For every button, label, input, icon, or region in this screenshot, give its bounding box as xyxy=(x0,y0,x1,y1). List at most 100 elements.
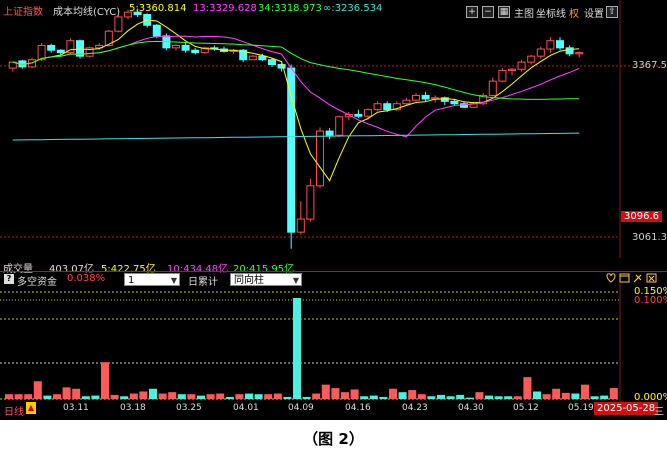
candle[interactable] xyxy=(296,201,305,235)
candle[interactable] xyxy=(354,109,363,118)
funds-bar[interactable] xyxy=(254,394,263,399)
candle[interactable] xyxy=(124,9,132,20)
candle[interactable] xyxy=(200,46,209,54)
candle[interactable] xyxy=(498,68,507,83)
funds-bar[interactable] xyxy=(72,388,81,399)
candle[interactable] xyxy=(248,54,257,61)
candle[interactable] xyxy=(364,108,372,120)
funds-bar[interactable] xyxy=(139,391,148,399)
funds-bar[interactable] xyxy=(552,388,561,399)
funds-bar[interactable] xyxy=(360,396,369,399)
candle[interactable] xyxy=(527,54,536,65)
funds-bar[interactable] xyxy=(523,377,532,399)
funds-bar[interactable] xyxy=(571,393,580,399)
funds-bar[interactable] xyxy=(168,392,177,399)
funds-bar[interactable] xyxy=(321,384,330,399)
funds-bar[interactable] xyxy=(427,396,436,399)
candle[interactable] xyxy=(450,98,459,107)
heart-icon[interactable] xyxy=(606,273,616,283)
funds-bar[interactable] xyxy=(33,381,42,399)
candle[interactable] xyxy=(392,101,401,111)
funds-bar[interactable] xyxy=(273,393,282,399)
funds-bar[interactable] xyxy=(245,393,253,399)
funds-bar[interactable] xyxy=(293,298,301,399)
candle[interactable] xyxy=(268,58,276,67)
period-label[interactable]: 日线 xyxy=(4,407,24,418)
funds-bar[interactable] xyxy=(216,393,225,399)
add-icon[interactable]: + xyxy=(466,6,478,18)
candle[interactable] xyxy=(191,47,200,55)
candle[interactable] xyxy=(152,24,161,39)
period-select[interactable]: 1 ▼ xyxy=(124,273,180,286)
funds-bar[interactable] xyxy=(283,396,292,399)
funds-bar[interactable] xyxy=(225,396,234,399)
funds-bar[interactable] xyxy=(408,390,417,399)
funds-bar[interactable] xyxy=(513,396,522,399)
mode-select[interactable]: 同向柱 ▼ xyxy=(230,273,302,286)
funds-bar[interactable] xyxy=(398,392,407,399)
candle[interactable] xyxy=(536,46,545,59)
funds-bar[interactable] xyxy=(120,396,129,399)
cumulative-label[interactable]: 日累计 xyxy=(188,277,218,288)
candle[interactable] xyxy=(421,91,430,102)
funds-bar-chart[interactable] xyxy=(0,283,667,403)
funds-bar[interactable] xyxy=(149,388,157,399)
funds-bar[interactable] xyxy=(369,395,378,399)
funds-bar[interactable] xyxy=(504,396,513,399)
funds-bar[interactable] xyxy=(600,395,609,399)
candle[interactable] xyxy=(277,62,286,72)
minus-icon[interactable]: − xyxy=(482,6,494,18)
funds-bar[interactable] xyxy=(158,393,167,399)
funds-bar[interactable] xyxy=(53,394,61,399)
funds-bar[interactable] xyxy=(197,395,205,399)
price-chart[interactable] xyxy=(0,0,667,260)
candle[interactable] xyxy=(85,46,94,58)
funds-bar[interactable] xyxy=(206,394,215,399)
funds-bar[interactable] xyxy=(561,392,570,399)
indicator-name[interactable]: 成本均线(CYC) xyxy=(53,7,121,18)
candle[interactable] xyxy=(114,14,123,33)
funds-bar[interactable] xyxy=(5,394,13,399)
funds-bar[interactable] xyxy=(110,394,119,399)
funds-bar[interactable] xyxy=(302,396,311,399)
funds-bar[interactable] xyxy=(581,384,589,399)
candle[interactable] xyxy=(479,93,488,105)
index-name[interactable]: 上证指数 xyxy=(3,7,43,18)
candle[interactable] xyxy=(210,45,219,51)
tools-icon[interactable] xyxy=(633,274,642,283)
candle[interactable] xyxy=(373,101,382,111)
lower-panel-title[interactable]: 多空资金 xyxy=(17,277,57,288)
funds-bar[interactable] xyxy=(494,396,503,399)
candle[interactable] xyxy=(56,49,65,55)
funds-bar[interactable] xyxy=(235,394,244,399)
funds-bar[interactable] xyxy=(437,394,445,399)
candle[interactable] xyxy=(517,59,526,72)
candle[interactable] xyxy=(412,93,420,102)
candle[interactable] xyxy=(172,44,180,51)
right-adjust-button[interactable]: 权 xyxy=(569,9,579,20)
funds-bar[interactable] xyxy=(187,394,196,399)
funds-bar[interactable] xyxy=(312,393,321,399)
funds-bar[interactable] xyxy=(456,394,465,399)
funds-bar[interactable] xyxy=(417,394,426,399)
candle[interactable] xyxy=(287,64,296,249)
funds-bar[interactable] xyxy=(389,388,397,399)
funds-bar[interactable] xyxy=(91,395,100,399)
candle[interactable] xyxy=(47,43,56,53)
funds-bar[interactable] xyxy=(81,396,90,399)
candle[interactable] xyxy=(440,96,449,105)
funds-bar[interactable] xyxy=(533,391,541,399)
candle[interactable] xyxy=(402,97,411,105)
funds-bar[interactable] xyxy=(177,394,186,399)
close-icon[interactable] xyxy=(646,273,657,283)
candle[interactable] xyxy=(546,37,555,53)
candle[interactable] xyxy=(556,37,564,51)
candle[interactable] xyxy=(133,8,142,17)
funds-bar[interactable] xyxy=(609,388,618,399)
axis-lines-button[interactable]: 坐标线 xyxy=(536,9,566,20)
upload-icon[interactable]: ⇧ xyxy=(606,6,618,18)
funds-bar[interactable] xyxy=(465,397,474,399)
warning-icon[interactable]: ▲ xyxy=(26,402,36,414)
candle[interactable] xyxy=(488,77,497,97)
window-icon[interactable] xyxy=(619,273,630,283)
